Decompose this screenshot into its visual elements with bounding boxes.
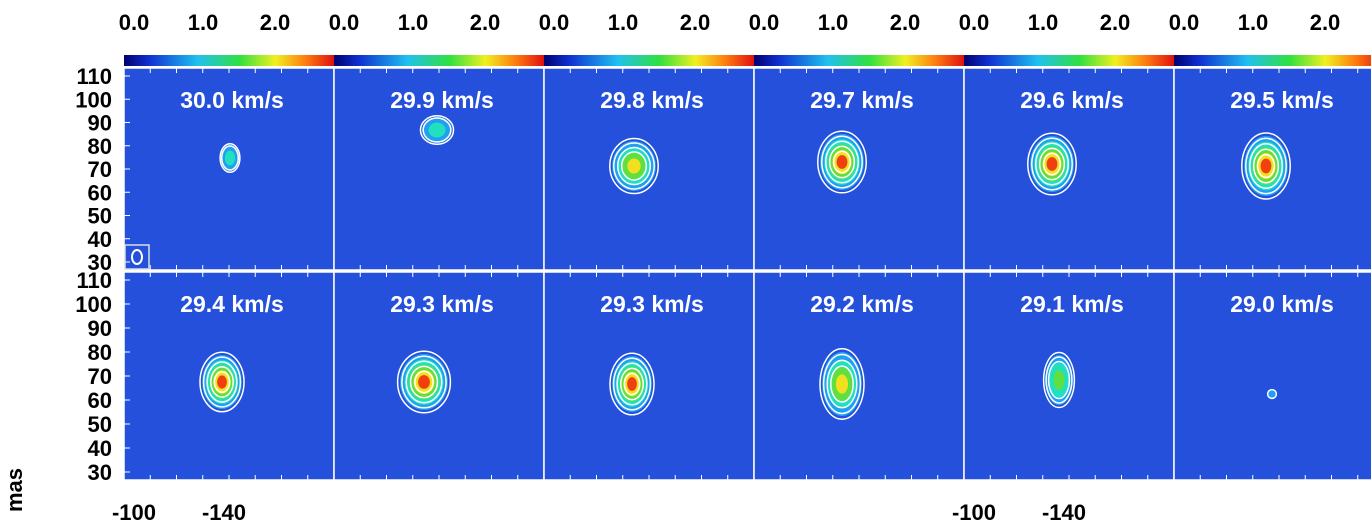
velocity-label: 29.2 km/s [810,291,914,317]
colorbar [964,55,1174,66]
velocity-label: 29.7 km/s [810,87,914,113]
velocity-label: 29.0 km/s [1230,291,1334,317]
y-tick-label: 90 [88,316,112,341]
velocity-label: 30.0 km/s [180,87,284,113]
colorbar-tick-label: 1.0 [1238,10,1269,35]
y-tick-label: 70 [88,364,112,389]
colorbar [544,55,754,66]
emission [627,377,637,391]
x-tick-label: -100 [952,500,996,525]
y-tick-label: 110 [77,268,113,293]
emission [418,375,430,389]
emission [429,123,446,138]
colorbar [334,55,544,66]
emission [1047,157,1058,171]
y-tick-label: 100 [75,87,112,112]
x-tick-label: -140 [202,500,246,525]
x-tick-label: -140 [1042,500,1086,525]
y-tick-label: 50 [88,412,112,437]
velocity-label: 29.3 km/s [390,291,494,317]
y-tick-label: 60 [88,180,112,205]
velocity-label: 29.8 km/s [600,87,704,113]
emission [836,374,848,393]
colorbar-tick-label: 0.0 [539,10,570,35]
colorbar-tick-label: 2.0 [680,10,711,35]
colorbar-tick-label: 2.0 [260,10,291,35]
y-tick-label: 70 [88,157,112,182]
figure: 30.0 km/s 0.0 1.0 2.0 29.9 km/s 0.0 1.0 2.0 29.8… [0,0,1371,526]
y-tick-label: 40 [88,227,112,252]
velocity-label: 29.6 km/s [1020,87,1124,113]
colorbar-tick-label: 1.0 [1028,10,1059,35]
emission [1053,370,1064,390]
y-tick-label: 80 [88,340,112,365]
y-tick-label: 50 [88,204,112,229]
y-tick-label: 90 [88,111,112,136]
colorbar-tick-label: 2.0 [470,10,501,35]
y-tick-label: 80 [88,134,112,159]
colorbar-tick-label: 2.0 [890,10,921,35]
y-tick-label: 110 [77,64,113,89]
x-tick-label: -100 [112,500,156,525]
emission [217,375,227,388]
emission [225,151,235,166]
y-tick-label: 30 [88,460,112,485]
velocity-label: 29.1 km/s [1020,291,1124,317]
y-tick-label: 60 [88,388,112,413]
velocity-label: 29.9 km/s [390,87,494,113]
velocity-label: 29.5 km/s [1230,87,1334,113]
colorbar [124,55,334,66]
colorbar-tick-label: 0.0 [749,10,780,35]
velocity-label: 29.4 km/s [180,291,284,317]
colorbar-tick-label: 1.0 [188,10,219,35]
colorbar-tick-label: 1.0 [608,10,639,35]
colorbar-tick-label: 0.0 [959,10,990,35]
y-axis-label: mas [2,468,27,512]
y-tick-label: 100 [75,292,112,317]
emission [837,155,848,169]
colorbar-tick-label: 1.0 [398,10,429,35]
colorbar [754,55,964,66]
colorbar-tick-label: 0.0 [1169,10,1200,35]
colorbar-tick-label: 0.0 [329,10,360,35]
colorbar-tick-label: 0.0 [119,10,150,35]
colorbar-tick-label: 2.0 [1310,10,1341,35]
emission [1261,159,1272,174]
emission [627,158,640,173]
y-tick-label: 40 [88,436,112,461]
colorbar-tick-label: 1.0 [818,10,849,35]
colorbar-tick-label: 2.0 [1100,10,1131,35]
colorbar [1174,55,1371,66]
velocity-label: 29.3 km/s [600,291,704,317]
